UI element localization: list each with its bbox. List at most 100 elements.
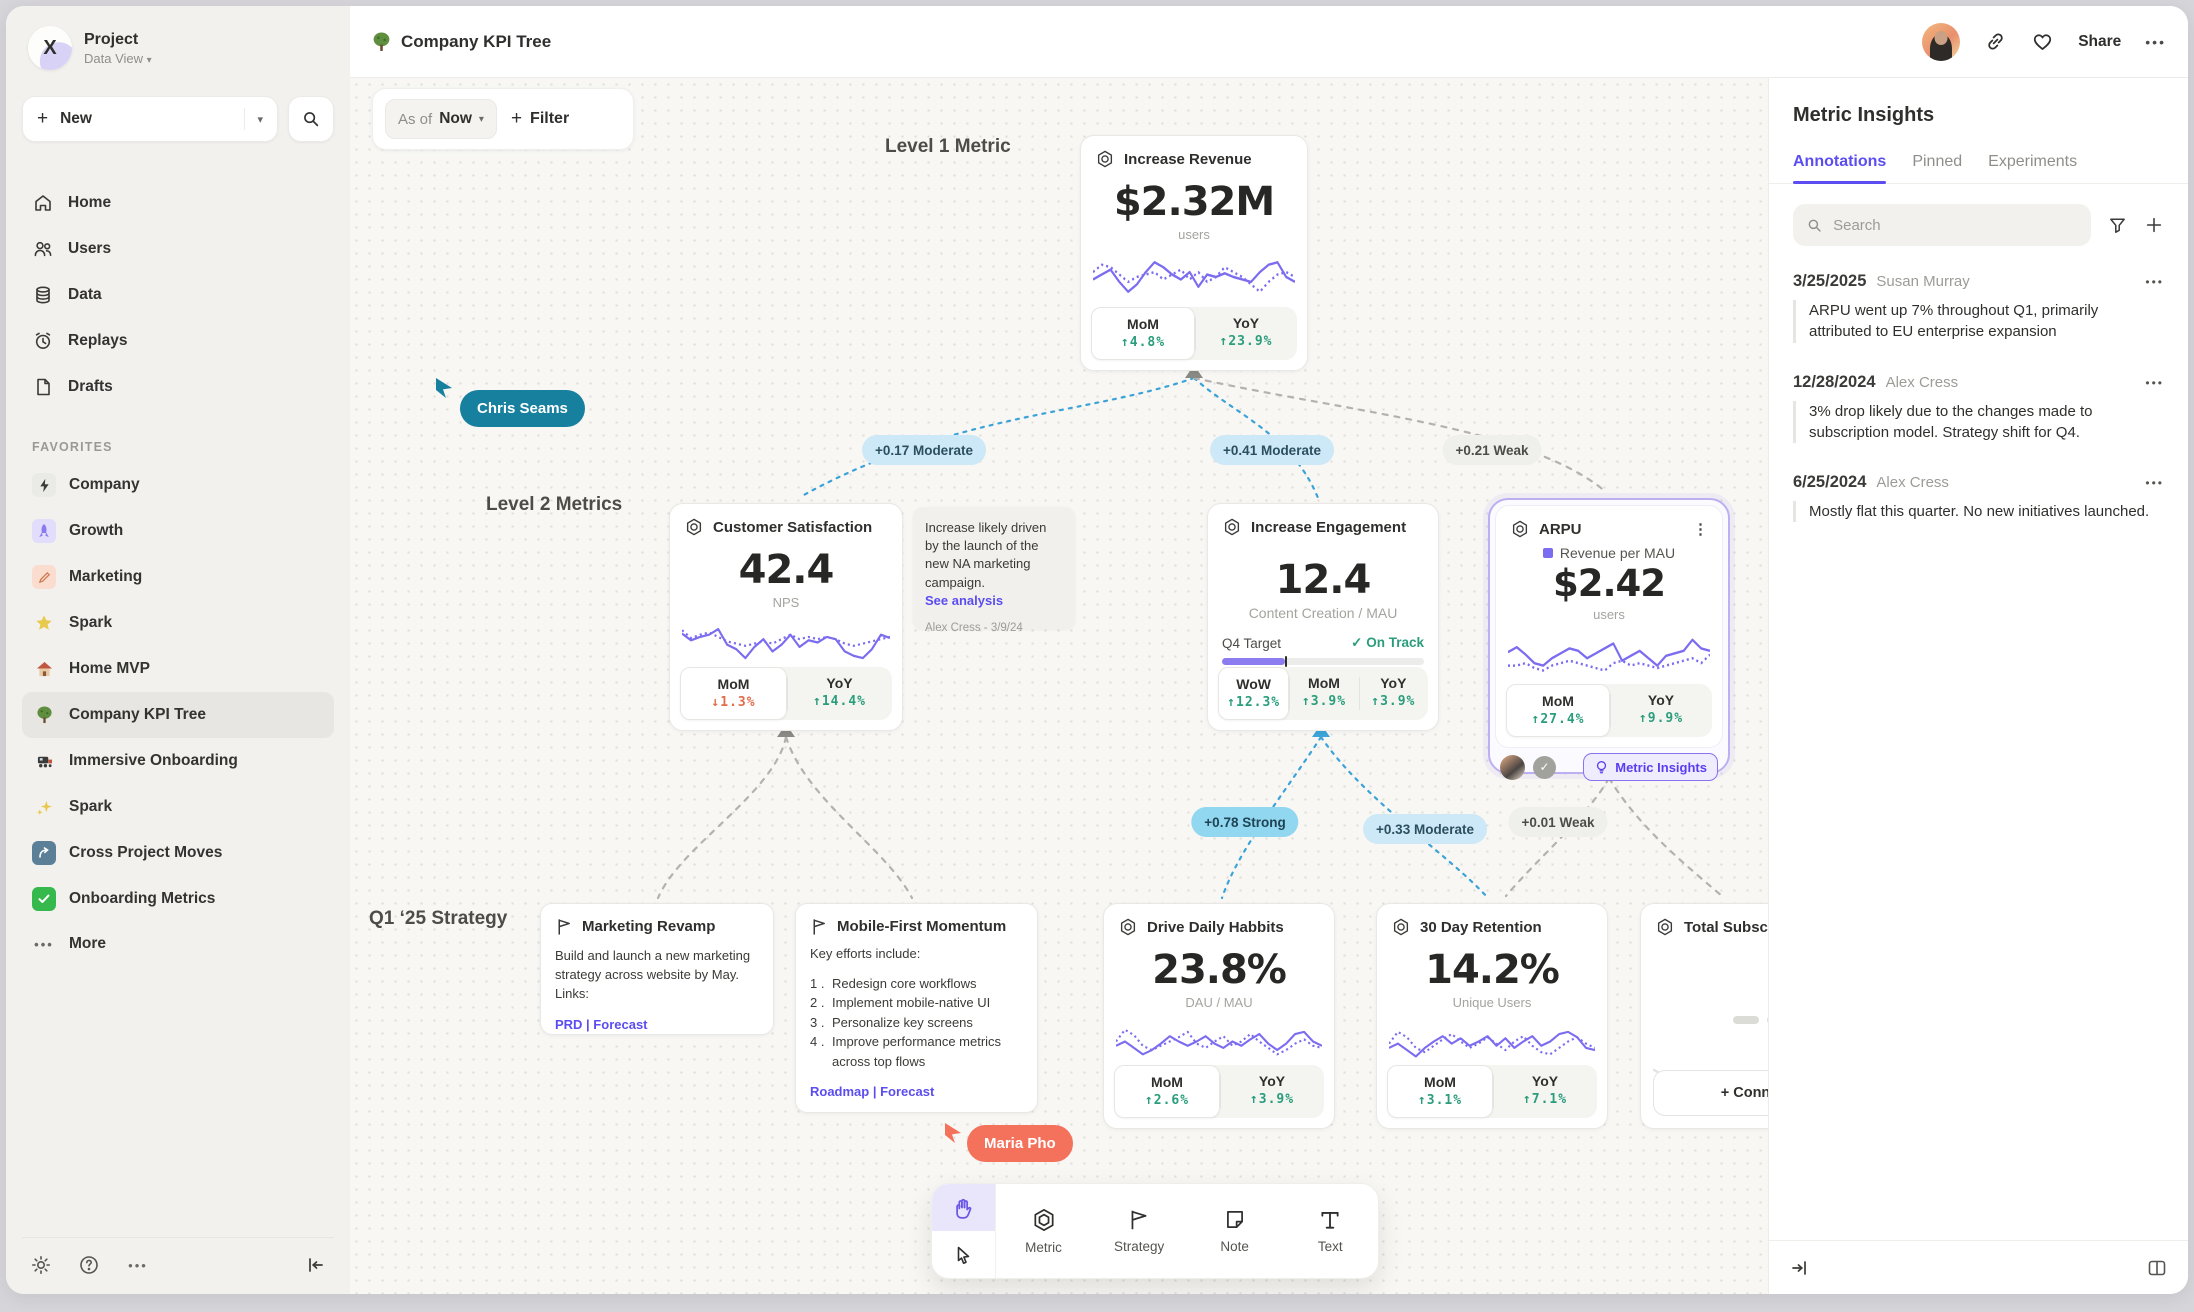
add-annotation-icon[interactable] xyxy=(2144,215,2164,235)
collapse-panel-icon[interactable] xyxy=(1789,1257,1811,1279)
metric-card-total-subscriptions[interactable]: Total Subscript + Connect xyxy=(1640,903,1768,1129)
tab-pinned[interactable]: Pinned xyxy=(1912,153,1963,170)
search-input[interactable] xyxy=(1833,216,2078,234)
metric-card-arpu-selected[interactable]: ARPU ⋮ Revenue per MAU $2.42 users MoM ↑27… xyxy=(1488,498,1730,781)
sidebar-item-drafts[interactable]: Drafts xyxy=(22,364,334,410)
sidebar-item-spark[interactable]: Spark xyxy=(22,600,334,646)
metric-card-drive-daily-habbits[interactable]: Drive Daily Habbits 23.8% DAU / MAU MoM ↑… xyxy=(1103,903,1335,1129)
database-icon xyxy=(36,286,50,304)
tab-annotations[interactable]: Annotations xyxy=(1793,153,1887,184)
sidebar-item-spark-2[interactable]: Spark xyxy=(22,784,334,830)
strategy-links[interactable]: PRD | Forecast xyxy=(555,1016,648,1032)
annotation-item[interactable]: 12/28/2024 Alex Cress ••• 3% drop likely… xyxy=(1793,373,2164,444)
select-tool-button[interactable] xyxy=(932,1231,995,1278)
settings-gear-icon[interactable] xyxy=(30,1254,52,1276)
tab-experiments[interactable]: Experiments xyxy=(1988,153,2078,170)
metric-card-30-day-retention[interactable]: 30 Day Retention 14.2% Unique Users MoM ↑… xyxy=(1376,903,1608,1129)
sidebar-item-growth[interactable]: Growth xyxy=(22,508,334,554)
card-menu-icon[interactable]: ⋮ xyxy=(1693,521,1708,538)
strategy-card-marketing-revamp[interactable]: Marketing Revamp Build and launch a new … xyxy=(540,903,774,1035)
annotation-menu-icon[interactable]: ••• xyxy=(2145,476,2164,491)
correlation-badge[interactable]: +0.78 Strong xyxy=(1191,807,1299,837)
hand-tool-button[interactable] xyxy=(932,1184,995,1231)
correlation-badge[interactable]: +0.21 Weak xyxy=(1442,435,1542,465)
favorite-heart-icon[interactable] xyxy=(2031,30,2054,53)
stat-yoy[interactable]: YoY ↑9.9% xyxy=(1610,684,1712,737)
metric-insights-button[interactable]: Metric Insights xyxy=(1583,753,1718,781)
sidebar-item-data[interactable]: Data xyxy=(22,272,334,318)
sparkline-chart xyxy=(1389,1030,1595,1058)
collapse-sidebar-icon[interactable] xyxy=(304,1254,326,1276)
sidebar-more-button[interactable]: ••• More xyxy=(22,922,334,966)
stat-mom[interactable]: MoM ↑3.9% xyxy=(1289,667,1358,720)
kpi-canvas[interactable]: As of Now ▾ + Filter Level 1 Metric Leve… xyxy=(350,78,1768,1294)
annotation-item[interactable]: 3/25/2025 Susan Murray ••• ARPU went up … xyxy=(1793,272,2164,343)
sidebar-item-users[interactable]: Users xyxy=(22,226,334,272)
help-icon[interactable] xyxy=(78,1254,100,1276)
stat-yoy[interactable]: YoY ↑3.9% xyxy=(1220,1065,1324,1118)
stat-mom[interactable]: MoM ↑2.6% xyxy=(1114,1065,1220,1118)
user-avatar[interactable] xyxy=(1922,22,1961,61)
connect-data-button[interactable]: + Connect xyxy=(1653,1070,1768,1116)
sidebar-item-onboarding-metrics[interactable]: Onboarding Metrics xyxy=(22,876,334,922)
annotation-menu-icon[interactable]: ••• xyxy=(2145,275,2164,289)
correlation-badge[interactable]: +0.17 Moderate xyxy=(862,435,986,465)
correlation-badge[interactable]: +0.41 Moderate xyxy=(1210,435,1334,465)
sidebar-search-button[interactable] xyxy=(288,96,334,142)
sidebar-item-home-mvp[interactable]: Home MVP xyxy=(22,646,334,692)
share-button[interactable]: Share xyxy=(2078,32,2122,50)
annotation-menu-icon[interactable]: ••• xyxy=(2145,375,2164,390)
strategy-title: Mobile-First Momentum xyxy=(837,918,1007,935)
stat-mom[interactable]: MoM ↑4.8% xyxy=(1091,307,1195,360)
sidebar-item-company[interactable]: Company xyxy=(22,462,334,508)
strategy-card-mobile-first-momentum[interactable]: Mobile-First Momentum Key efforts includ… xyxy=(795,903,1038,1113)
correlation-badge[interactable]: +0.01 Weak xyxy=(1508,807,1608,837)
stat-yoy[interactable]: YoY ↑3.9% xyxy=(1358,667,1428,720)
sidebar-item-label: Spark xyxy=(69,798,113,815)
stat-yoy[interactable]: YoY ↑7.1% xyxy=(1493,1065,1597,1118)
metric-title: ARPU xyxy=(1539,520,1582,538)
strategy-links[interactable]: Roadmap | Forecast xyxy=(810,1084,935,1100)
metric-card-customer-satisfaction[interactable]: Customer Satisfaction 42.4 NPS MoM ↓1.3% … xyxy=(669,503,903,731)
metric-card-increase-revenue[interactable]: Increase Revenue $2.32M users MoM ↑4.8% Y… xyxy=(1080,135,1308,371)
annotation-item[interactable]: 6/25/2024 Alex Cress ••• Mostly flat thi… xyxy=(1793,473,2164,523)
sidebar-item-cross-project-moves[interactable]: Cross Project Moves xyxy=(22,830,334,876)
copy-link-icon[interactable] xyxy=(1984,30,2007,53)
sidebar-item-home[interactable]: Home xyxy=(22,180,334,226)
app-window: X Project Data View ▾ + New ▾ Home xyxy=(6,6,2188,1294)
sidebar-item-marketing[interactable]: Marketing xyxy=(22,554,334,600)
sidebar-item-immersive-onboarding[interactable]: Immersive Onboarding xyxy=(22,738,334,784)
stat-mom[interactable]: MoM ↓1.3% xyxy=(680,667,787,720)
stat-mom[interactable]: MoM ↑3.1% xyxy=(1387,1065,1493,1118)
text-tool-button[interactable]: Text xyxy=(1282,1184,1378,1278)
metric-stats: MoM ↑3.1% YoY ↑7.1% xyxy=(1387,1065,1597,1118)
annotation-note-card[interactable]: Increase likely driven by the launch of … xyxy=(913,507,1075,634)
stat-yoy[interactable]: YoY ↑23.9% xyxy=(1195,307,1297,360)
project-view-selector[interactable]: Data View ▾ xyxy=(84,50,152,66)
sidebar-footer-more-icon[interactable]: ••• xyxy=(128,1257,148,1273)
new-button[interactable]: + New ▾ xyxy=(22,96,278,142)
sidebar-footer: ••• xyxy=(22,1237,334,1280)
stat-mom[interactable]: MoM ↑27.4% xyxy=(1506,684,1610,737)
split-view-icon[interactable] xyxy=(2146,1257,2168,1279)
strategy-tool-button[interactable]: Strategy xyxy=(1091,1184,1187,1278)
metric-card-increase-engagement[interactable]: Increase Engagement 12.4 Content Creatio… xyxy=(1207,503,1439,731)
stat-yoy[interactable]: YoY ↑14.4% xyxy=(787,667,892,720)
filter-funnel-icon[interactable] xyxy=(2107,215,2128,236)
metric-value: 23.8% xyxy=(1152,947,1287,993)
see-analysis-link[interactable]: See analysis xyxy=(925,592,1004,608)
topbar-more-icon[interactable]: ••• xyxy=(2145,33,2166,50)
annotations-search[interactable] xyxy=(1793,204,2091,246)
metric-tool-button[interactable]: Metric xyxy=(996,1184,1092,1278)
tree-icon xyxy=(32,703,56,727)
add-filter-button[interactable]: + Filter xyxy=(511,108,569,130)
stat-wow[interactable]: WoW ↑12.3% xyxy=(1218,667,1290,720)
as-of-dropdown[interactable]: As of Now ▾ xyxy=(385,99,497,139)
chevron-down-icon[interactable]: ▾ xyxy=(257,113,263,126)
correlation-badge[interactable]: +0.33 Moderate xyxy=(1363,814,1487,844)
sparkline-chart xyxy=(1093,261,1295,293)
sidebar-item-company-kpi-tree[interactable]: Company KPI Tree xyxy=(22,692,334,738)
sidebar-item-replays[interactable]: Replays xyxy=(22,318,334,364)
note-tool-button[interactable]: Note xyxy=(1187,1184,1283,1278)
project-switcher[interactable]: X Project Data View ▾ xyxy=(22,26,334,70)
